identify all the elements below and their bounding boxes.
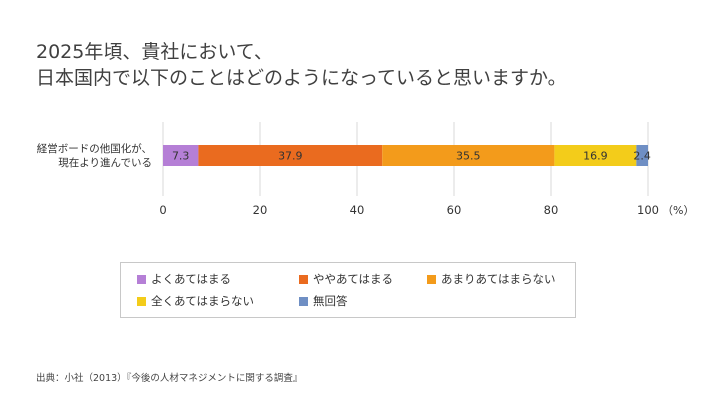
legend-swatch bbox=[137, 274, 146, 284]
legend-label: あまりあてはまらない bbox=[441, 272, 556, 286]
data-label: 7.3 bbox=[172, 150, 190, 163]
x-axis-unit: （%） bbox=[662, 204, 694, 217]
legend-item: 全くあてはまらない bbox=[137, 293, 254, 309]
bar-segment bbox=[198, 145, 383, 166]
source-note: 出典：小社（2013）『今後の人材マネジメントに関する調査』 bbox=[36, 373, 303, 384]
stacked-bar-chart: 7.3 37.9 35.5 16.9 2.4 経営ボードの他国化が、現在より進んでいる 0 2… bbox=[37, 122, 694, 217]
x-tick-label: 20 bbox=[253, 203, 268, 217]
chart-title-line-2: 日本国内で以下のことはどのようになっていると思いますか。 bbox=[36, 67, 567, 89]
bar-segment bbox=[163, 145, 199, 166]
legend-label: ややあてはまる bbox=[313, 272, 394, 286]
bar-segment bbox=[636, 145, 648, 166]
bar-segment bbox=[554, 145, 637, 166]
legend-swatch bbox=[137, 296, 146, 306]
legend-item: ややあてはまる bbox=[299, 271, 393, 287]
legend-label: 全くあてはまらない bbox=[151, 294, 255, 308]
x-tick-label: 40 bbox=[350, 203, 365, 217]
legend-swatch bbox=[427, 274, 436, 284]
chart-title-line-1: 2025年頃、貴社において、 bbox=[36, 41, 273, 63]
x-tick-label: 100 bbox=[637, 203, 659, 217]
data-label: 2.4 bbox=[633, 150, 651, 163]
data-label: 16.9 bbox=[583, 150, 608, 163]
legend-item: あまりあてはまらない bbox=[427, 271, 556, 287]
bar-segment bbox=[382, 145, 555, 166]
category-label: 経営ボードの他国化が、 bbox=[37, 142, 152, 155]
legend-item: 無回答 bbox=[299, 293, 348, 309]
x-tick-label: 80 bbox=[544, 203, 559, 217]
x-tick-label: 60 bbox=[447, 203, 462, 217]
legend-swatch bbox=[299, 274, 308, 284]
x-tick-label: 0 bbox=[159, 203, 166, 217]
legend-label: 無回答 bbox=[313, 294, 348, 308]
chart-title: 2025年頃、貴社において、 日本国内で以下のことはどのようになっていると思いま… bbox=[36, 39, 567, 91]
data-label: 35.5 bbox=[456, 150, 481, 163]
legend-swatch bbox=[299, 296, 308, 306]
data-label: 37.9 bbox=[278, 150, 303, 163]
legend-item: よくあてはまる bbox=[137, 271, 231, 287]
legend-label: よくあてはまる bbox=[151, 272, 232, 286]
category-label: 現在より進んでいる bbox=[58, 157, 152, 169]
legend: よくあてはまる ややあてはまる あまりあてはまらない全くあてはまらない 無回答 bbox=[120, 262, 576, 318]
